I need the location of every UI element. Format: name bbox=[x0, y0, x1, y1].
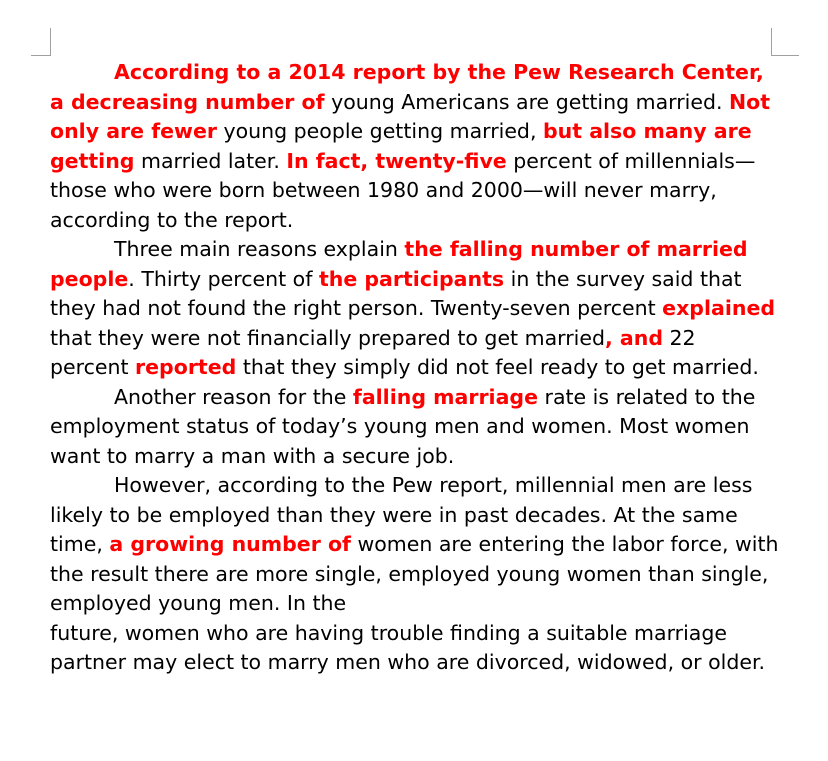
paragraph-3: Another reason for the falling marriage … bbox=[50, 383, 780, 472]
paragraph-2: Three main reasons explain the falling n… bbox=[50, 235, 780, 383]
body-text: However, according to the Pew report, mi… bbox=[50, 473, 753, 556]
document-body[interactable]: According to a 2014 report by the Pew Re… bbox=[50, 58, 780, 678]
highlighted-text: According to a 2014 report by the Pew Re… bbox=[50, 60, 764, 114]
highlighted-text: the participants bbox=[318, 266, 505, 291]
body-text: married later. bbox=[134, 148, 287, 173]
body-text: Three main reasons explain bbox=[114, 237, 405, 261]
crop-mark-top-right bbox=[771, 28, 799, 56]
body-text: that they were not financially prepared … bbox=[50, 325, 605, 350]
body-text: . Thirty percent of bbox=[128, 266, 319, 291]
paragraph-1: According to a 2014 report by the Pew Re… bbox=[50, 58, 780, 235]
paragraph-5: future, women who are having trouble fin… bbox=[50, 619, 780, 678]
body-text: in the survey said that they had not fou… bbox=[50, 266, 742, 321]
highlighted-text: Not only are fewer bbox=[50, 89, 771, 144]
highlighted-text: explained bbox=[662, 296, 776, 320]
highlighted-text: reported bbox=[135, 355, 237, 379]
body-text: rate is related to the employment status… bbox=[50, 384, 756, 468]
body-text: percent of millennials—those who were bo… bbox=[50, 148, 756, 232]
highlighted-text: but also many are getting bbox=[50, 119, 752, 173]
highlighted-text: , and bbox=[604, 325, 663, 350]
body-text: 22 percent bbox=[50, 325, 696, 380]
highlighted-text: the falling number of married people bbox=[50, 237, 748, 291]
body-text: Another reason for the bbox=[114, 384, 353, 409]
body-text: women are entering the labor force, with… bbox=[50, 532, 779, 615]
highlighted-text: a growing number of bbox=[109, 532, 351, 556]
body-text: young people getting married, bbox=[216, 119, 543, 143]
body-text: that they simply did not feel ready to g… bbox=[236, 355, 759, 379]
highlighted-text: falling marriage bbox=[352, 384, 538, 409]
paragraph-4: However, according to the Pew report, mi… bbox=[50, 471, 780, 619]
body-text: future, women who are having trouble fin… bbox=[50, 620, 766, 675]
crop-mark-top-left bbox=[31, 28, 51, 56]
highlighted-text: In fact, twenty-five bbox=[286, 148, 507, 173]
body-text: young Americans are getting married. bbox=[324, 89, 729, 114]
